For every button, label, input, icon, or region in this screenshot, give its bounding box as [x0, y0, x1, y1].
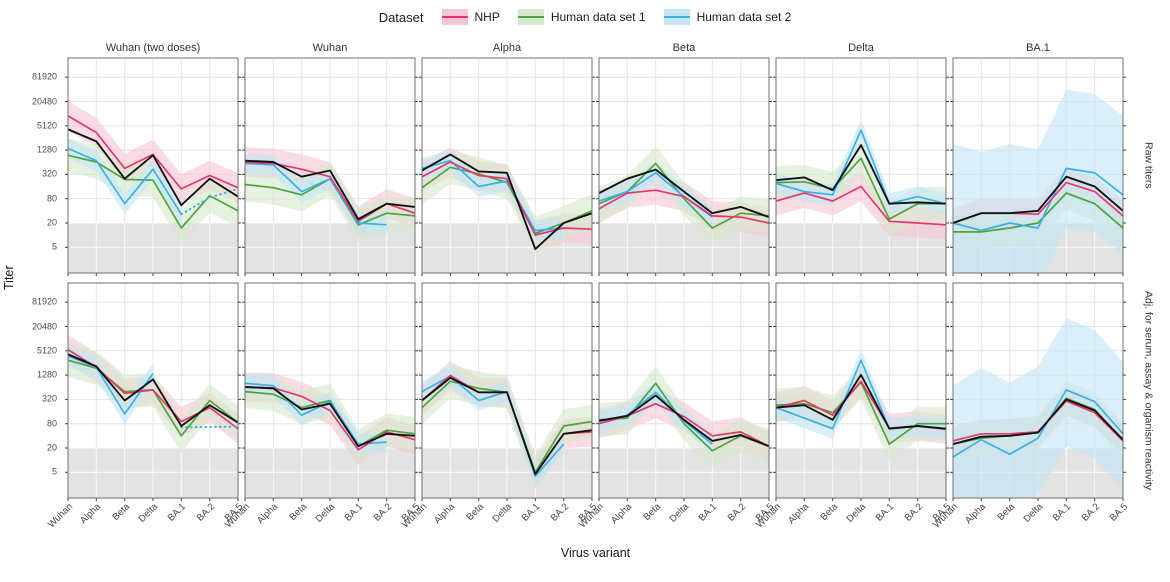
x-axis-ticks: Wuhan Alpha Beta Delta BA.1 BA.2 BA.5	[223, 498, 422, 546]
y-axis-ticks-top: 81920 20480 5120 1280 320 80 20 5	[23, 58, 61, 273]
x-tick-label: BA.2	[1079, 501, 1102, 524]
facet-strip-beta: Beta	[672, 42, 696, 54]
x-tick-label: BA.2	[725, 501, 748, 524]
x-tick-label: Alpha	[78, 501, 104, 527]
x-tick-label: Delta	[1021, 501, 1046, 525]
legend-label-human-2: Human data set 2	[696, 10, 792, 24]
x-tick-label: Beta	[287, 501, 309, 523]
x-tick-label: Beta	[464, 501, 486, 523]
y-axis-title: Titer	[2, 265, 16, 291]
y-tick-label: 5	[51, 241, 57, 252]
x-tick-label: Delta	[490, 501, 515, 525]
y-tick-label: 20	[46, 442, 57, 453]
x-tick-label: BA.1	[1051, 501, 1074, 524]
x-tick-label: Alpha	[432, 501, 458, 527]
y-tick-label: 80	[46, 418, 57, 429]
x-tick-label: BA.2	[902, 501, 925, 524]
x-axis-ticks: Wuhan Alpha Beta Delta BA.1 BA.2 BA.5	[754, 498, 953, 546]
facet-strip-wuhan: Wuhan	[312, 42, 348, 54]
x-tick-label: BA.1	[166, 501, 189, 524]
facet-panel	[950, 282, 1126, 501]
y-tick-label: 5120	[36, 120, 57, 131]
x-tick-label: Alpha	[963, 501, 989, 527]
facet-strip-alpha: Alpha	[492, 42, 522, 54]
x-axis-ticks: Wuhan Alpha Beta Delta BA.1 BA.2 BA.5	[577, 498, 776, 546]
y-tick-label: 20480	[31, 96, 57, 107]
legend-item-nhp: NHP	[441, 9, 500, 25]
x-tick-label: BA.5	[1107, 501, 1131, 524]
y-axis-ticks-bottom: 81920 20480 5120 1280 320 80 20 5	[23, 283, 61, 498]
legend-swatch-nhp	[441, 9, 468, 25]
legend-swatch-human-2	[663, 9, 690, 25]
y-tick-label: 81920	[31, 296, 57, 307]
facet-panel	[596, 57, 772, 276]
x-tick-label: Beta	[641, 501, 663, 523]
facet-panel	[773, 282, 949, 501]
facet-panel	[242, 282, 418, 501]
y-tick-label: 80	[46, 193, 57, 204]
x-tick-label: Wuhan	[46, 501, 76, 531]
x-tick-label: Alpha	[255, 501, 281, 527]
x-tick-label: Beta	[818, 501, 840, 523]
x-tick-label: BA.1	[520, 501, 543, 524]
x-axis-title: Virus variant	[560, 546, 631, 560]
x-tick-label: Alpha	[609, 501, 635, 527]
y-tick-label: 1280	[36, 369, 57, 380]
x-tick-label: BA.1	[697, 501, 720, 524]
y-tick-label: 5120	[36, 345, 57, 356]
facet-strip-adjusted: Adj. for serum, assay & organism reactiv…	[1142, 291, 1155, 490]
y-tick-label: 20	[46, 217, 57, 228]
legend-label-nhp: NHP	[474, 10, 500, 24]
facet-strip-ba1: BA.1	[1026, 42, 1050, 54]
x-tick-label: Delta	[667, 501, 692, 525]
facet-panel	[65, 282, 241, 501]
facet-panel	[596, 282, 772, 501]
facet-panel	[419, 282, 595, 501]
y-tick-label: 81920	[31, 71, 57, 82]
x-tick-label: BA.1	[343, 501, 366, 524]
x-axis-ticks: Wuhan Alpha Beta Delta BA.1 BA.2 BA.5	[400, 498, 599, 546]
legend-label-human-1: Human data set 1	[550, 10, 646, 24]
x-axis-ticks: Wuhan Alpha Beta Delta BA.1 BA.2 BA.5	[931, 498, 1130, 546]
facet-strip-delta: Delta	[848, 42, 874, 54]
x-tick-label: BA.2	[194, 501, 217, 524]
x-tick-label: Beta	[995, 501, 1017, 523]
facet-panel	[65, 57, 241, 276]
y-tick-label: 320	[41, 168, 57, 179]
legend: Dataset NHP Human data set 1 Human data …	[0, 0, 1170, 30]
facet-panel	[419, 57, 595, 276]
x-tick-label: BA.1	[874, 501, 897, 524]
legend-swatch-human-1	[517, 9, 544, 25]
y-tick-label: 320	[41, 393, 57, 404]
y-tick-label: 5	[51, 466, 57, 477]
x-tick-label: Alpha	[786, 501, 812, 527]
legend-title: Dataset	[378, 9, 424, 25]
facet-strip-wuhan-two-doses: Wuhan (two doses)	[105, 42, 201, 54]
x-tick-label: Delta	[844, 501, 869, 525]
y-tick-label: 20480	[31, 321, 57, 332]
facet-strip-raw-titers: Raw titers	[1142, 142, 1155, 189]
facet-grid: Titer Wuhan (two doses) Wuhan Alpha Beta…	[2, 38, 1166, 564]
facet-panel	[773, 57, 949, 276]
x-axis-ticks: Wuhan Alpha Beta Delta BA.1 BA.2 BA.5	[46, 498, 245, 546]
x-tick-label: Beta	[110, 501, 132, 523]
y-tick-label: 1280	[36, 144, 57, 155]
x-tick-label: Delta	[313, 501, 338, 525]
legend-item-human-1: Human data set 1	[517, 9, 646, 25]
legend-item-human-2: Human data set 2	[663, 9, 792, 25]
facet-panel	[242, 57, 418, 276]
x-tick-label: BA.2	[371, 501, 394, 524]
facet-panel	[950, 57, 1126, 276]
x-tick-label: BA.2	[548, 501, 571, 524]
x-tick-label: Delta	[136, 501, 161, 525]
